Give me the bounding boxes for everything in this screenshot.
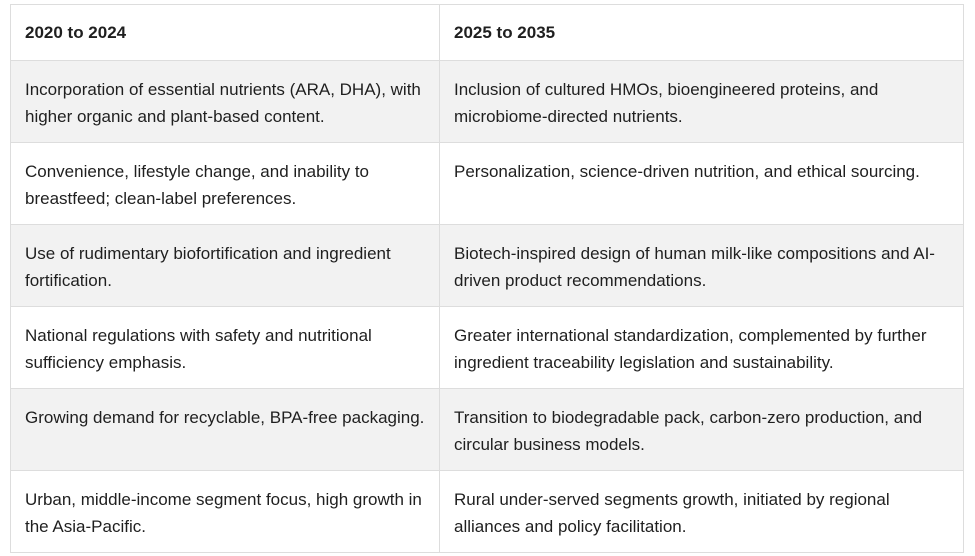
table-row: Urban, middle-income segment focus, high…	[10, 470, 964, 553]
table-row: Use of rudimentary biofortification and …	[10, 224, 964, 307]
table-cell: Rural under-served segments growth, init…	[439, 470, 964, 553]
header-cell-period-2: 2025 to 2035	[439, 4, 964, 61]
table-body: Incorporation of essential nutrients (AR…	[10, 60, 964, 553]
comparison-table-container: 2020 to 2024 2025 to 2035 Incorporation …	[10, 4, 964, 553]
comparison-table: 2020 to 2024 2025 to 2035 Incorporation …	[10, 4, 964, 553]
table-cell: Use of rudimentary biofortification and …	[10, 224, 440, 307]
table-row: National regulations with safety and nut…	[10, 306, 964, 389]
table-cell: Growing demand for recyclable, BPA-free …	[10, 388, 440, 471]
table-header: 2020 to 2024 2025 to 2035	[10, 4, 964, 61]
table-cell: National regulations with safety and nut…	[10, 306, 440, 389]
table-cell: Convenience, lifestyle change, and inabi…	[10, 142, 440, 225]
header-row: 2020 to 2024 2025 to 2035	[10, 4, 964, 61]
table-row: Incorporation of essential nutrients (AR…	[10, 60, 964, 143]
table-row: Growing demand for recyclable, BPA-free …	[10, 388, 964, 471]
table-cell: Personalization, science-driven nutritio…	[439, 142, 964, 225]
table-row: Convenience, lifestyle change, and inabi…	[10, 142, 964, 225]
table-cell: Greater international standardization, c…	[439, 306, 964, 389]
table-cell: Urban, middle-income segment focus, high…	[10, 470, 440, 553]
table-cell: Biotech-inspired design of human milk-li…	[439, 224, 964, 307]
table-cell: Transition to biodegradable pack, carbon…	[439, 388, 964, 471]
table-cell: Incorporation of essential nutrients (AR…	[10, 60, 440, 143]
table-cell: Inclusion of cultured HMOs, bioengineere…	[439, 60, 964, 143]
header-cell-period-1: 2020 to 2024	[10, 4, 440, 61]
